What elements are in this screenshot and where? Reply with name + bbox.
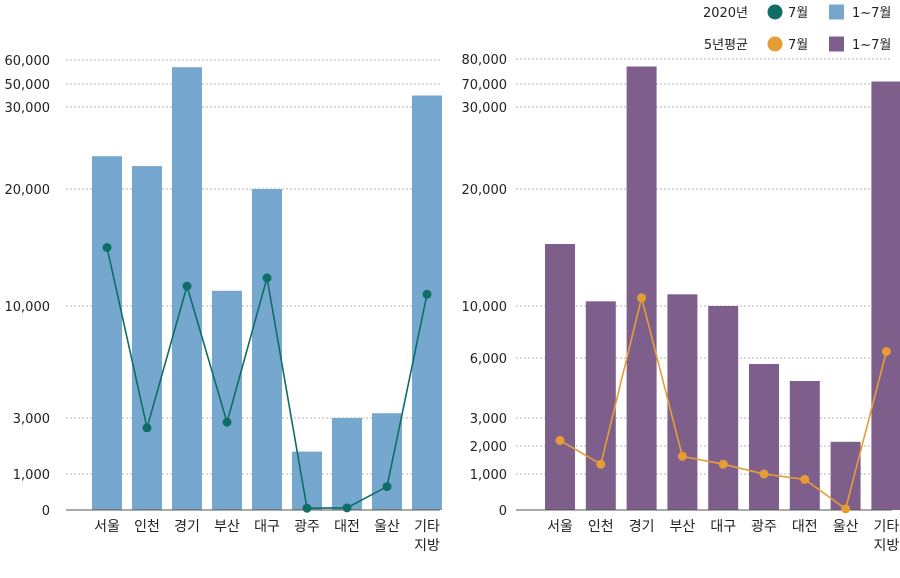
legend-line-swatch (768, 37, 783, 52)
x-tick-label: 경기 (174, 519, 200, 535)
bar (831, 442, 861, 510)
left-chart-panel: 0 1,000 3,000 10,000 20,000 30,000 50,000 60,00… (5, 54, 443, 554)
y-tick-label: 50,000 (5, 78, 51, 93)
x-tick-label: 부산 (670, 519, 696, 535)
legend-group-title: 5년평균 (704, 38, 748, 53)
x-tick-label: 서울 (547, 519, 573, 535)
series-point (303, 504, 312, 513)
x-tick-label: 울산 (374, 519, 400, 535)
legend-line-label: 7월 (788, 38, 808, 53)
bar (627, 67, 657, 511)
y-tick-label: 20,000 (5, 183, 51, 198)
legend-bar-swatch (829, 5, 844, 20)
y-tick-label: 80,000 (462, 53, 508, 68)
bar (332, 418, 362, 510)
y-tick-label: 2,000 (470, 440, 507, 455)
legend-group-title: 2020년 (703, 6, 748, 21)
x-tick-label: 울산 (833, 519, 859, 535)
x-tick-label: 경기 (629, 519, 655, 535)
series-point (841, 504, 850, 513)
x-tick-label: 대구 (710, 519, 736, 535)
series-point (760, 470, 769, 479)
series-point (103, 243, 112, 252)
series-point (223, 418, 232, 427)
y-tick-label: 1,000 (13, 468, 50, 483)
bar (252, 189, 282, 510)
legend-bar-swatch (829, 37, 844, 52)
series-point (423, 290, 432, 299)
bar (586, 301, 616, 510)
x-tick-label: 부산 (214, 519, 240, 535)
legend-line-swatch (768, 5, 783, 20)
series-point (800, 475, 809, 484)
x-tick-label: 광주 (294, 519, 320, 535)
x-tick-label: 광주 (751, 519, 777, 535)
x-tick-label: 인천 (134, 519, 160, 535)
bar (708, 306, 738, 510)
series-point (143, 423, 152, 432)
y-tick-label: 3,000 (470, 412, 507, 427)
legend-bar-label: 1~7월 (852, 38, 891, 53)
bar (871, 82, 900, 511)
bar (412, 96, 442, 511)
x-tick-label: 인천 (588, 519, 614, 535)
series-point (263, 273, 272, 282)
series-point (882, 347, 891, 356)
series-point (343, 503, 352, 512)
bar (749, 364, 779, 510)
y-tick-label: 20,000 (462, 183, 508, 198)
x-tick-label: 대전 (792, 519, 818, 535)
series-point (719, 460, 728, 469)
y-tick-label: 30,000 (462, 101, 508, 116)
bar (92, 156, 122, 510)
legend: 2020년 7월 1~7월 5년평균 7월 1~7월 (703, 5, 891, 54)
bar (212, 291, 242, 510)
legend-bar-label: 1~7월 (852, 6, 891, 21)
series-point (556, 436, 565, 445)
legend-line-label: 7월 (788, 6, 808, 21)
y-tick-label: 0 (499, 504, 507, 519)
series-point (678, 452, 687, 461)
series-point (183, 282, 192, 291)
bar (292, 452, 322, 510)
x-tick-label: 대전 (334, 519, 360, 535)
y-tick-label: 30,000 (5, 101, 51, 116)
bar (790, 381, 820, 510)
right-chart-panel: 0 1,000 2,000 3,000 6,000 10,000 20,000 30,000 7… (462, 53, 900, 554)
y-tick-label: 1,000 (470, 468, 507, 483)
bar (667, 294, 697, 510)
y-tick-label: 0 (42, 504, 50, 519)
y-tick-label: 10,000 (5, 300, 51, 315)
bar (372, 413, 402, 510)
series-point (637, 293, 646, 302)
y-tick-label: 60,000 (5, 54, 51, 69)
y-tick-label: 3,000 (13, 412, 50, 427)
y-tick-label: 6,000 (470, 352, 507, 367)
series-point (383, 482, 392, 491)
bar (132, 166, 162, 510)
x-tick-label: 서울 (94, 519, 120, 535)
y-tick-label: 10,000 (462, 300, 508, 315)
x-tick-label: 대구 (254, 519, 280, 535)
y-tick-label: 70,000 (462, 78, 508, 93)
bar (545, 244, 575, 510)
series-point (596, 460, 605, 469)
